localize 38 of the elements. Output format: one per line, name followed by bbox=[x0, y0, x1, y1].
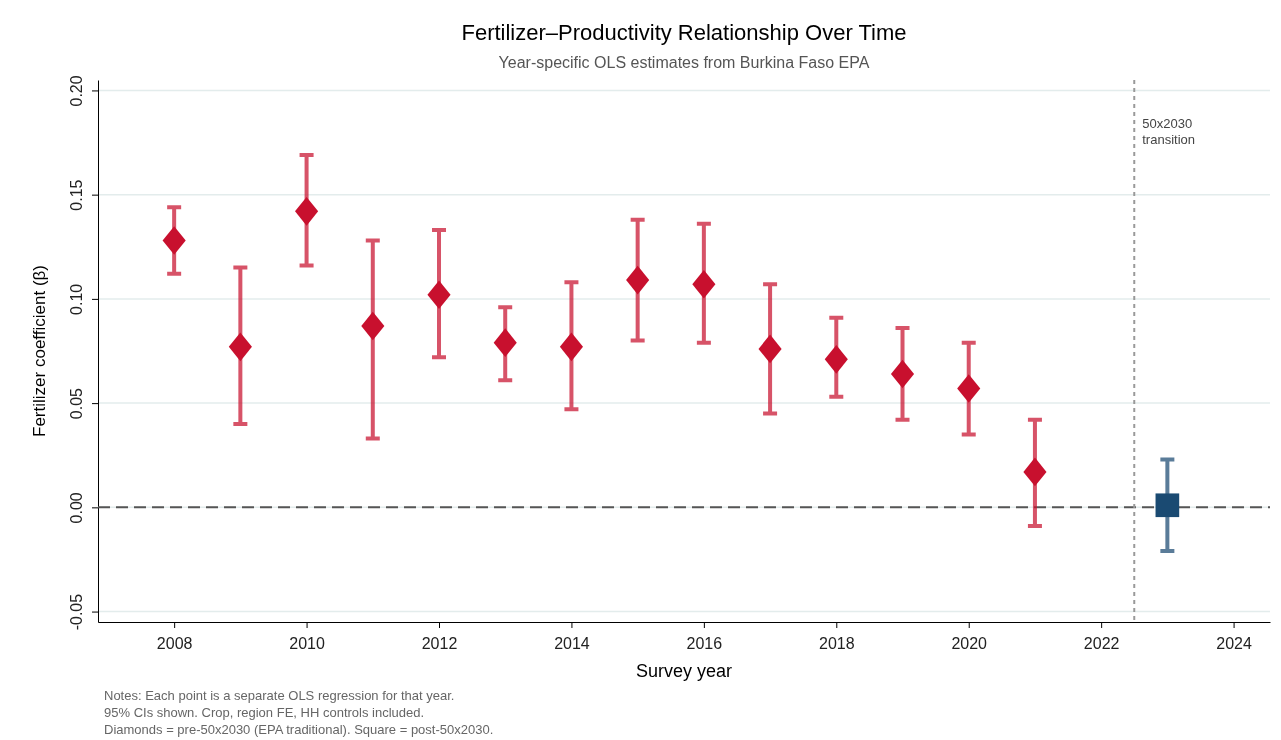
point bbox=[361, 311, 385, 341]
point bbox=[559, 332, 583, 362]
y-tick-label: -0.05 bbox=[67, 593, 85, 631]
point bbox=[162, 226, 186, 255]
chart-title: Fertilizer–Productivity Relationship Over Time bbox=[461, 20, 907, 45]
y-tick-label: 0.05 bbox=[67, 387, 85, 420]
x-tick-label: 2010 bbox=[289, 634, 325, 652]
y-tick-label: 0.15 bbox=[67, 179, 85, 211]
ref-line-label: 50x2030 transition bbox=[1142, 116, 1196, 147]
x-tick-label: 2016 bbox=[686, 634, 723, 652]
x-tick-label: 2008 bbox=[156, 634, 193, 652]
y-tick-label: 0.20 bbox=[67, 75, 85, 107]
point bbox=[692, 269, 716, 299]
x-tick-label: 2024 bbox=[1216, 634, 1252, 652]
x-tick-label: 2018 bbox=[819, 634, 855, 652]
point bbox=[626, 265, 650, 295]
x-tick-label: 2022 bbox=[1083, 634, 1120, 652]
point bbox=[824, 345, 848, 374]
point bbox=[1023, 457, 1047, 487]
x-tick-label: 2020 bbox=[951, 634, 988, 652]
point bbox=[295, 197, 319, 226]
x-axis-title: Survey year bbox=[635, 661, 733, 681]
text: 95% CIs shown. Crop, region FE, HH controls included. bbox=[104, 705, 425, 720]
x-tick-label: 2014 bbox=[554, 634, 590, 652]
point bbox=[758, 334, 782, 364]
text: Notes: Each point is a separate OLS regression for that year. bbox=[104, 688, 455, 703]
point bbox=[427, 280, 451, 310]
point bbox=[228, 332, 252, 362]
y-axis-title: Fertilizer coefficient (β) bbox=[30, 265, 49, 437]
chart-subtitle: Year-specific OLS estimates from Burkina Faso EPA bbox=[498, 54, 870, 71]
point bbox=[493, 328, 517, 357]
x-tick-label: 2012 bbox=[421, 634, 458, 652]
point bbox=[890, 359, 915, 389]
point bbox=[957, 374, 981, 403]
text: Diamonds = pre-50x2030 (EPA traditional). Square = post-50x2030. bbox=[104, 722, 494, 737]
y-tick-label: 0.00 bbox=[67, 492, 85, 524]
point bbox=[1155, 493, 1180, 518]
y-tick-label: 0.10 bbox=[67, 283, 85, 315]
